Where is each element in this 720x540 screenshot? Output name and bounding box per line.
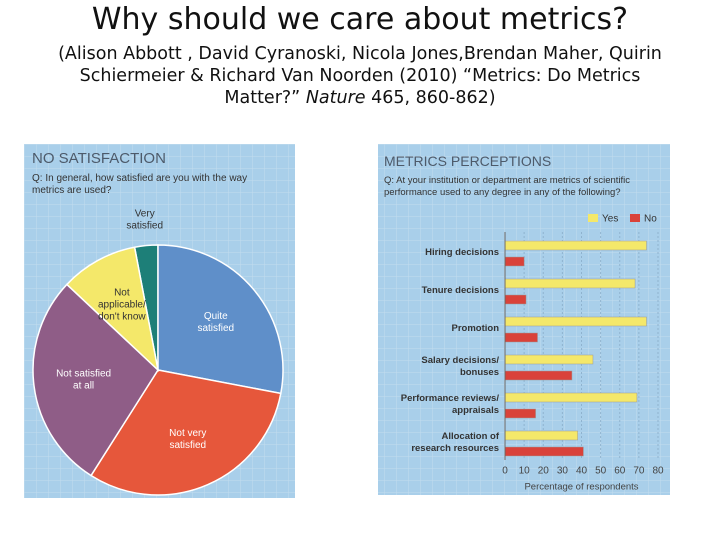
x-axis-label: Percentage of respondents [524,482,638,493]
bar [504,446,584,457]
question: Q: In general, how satisfied are you wit… [32,173,247,196]
y-tick-label: Promotion [452,323,500,334]
bar [504,430,578,441]
bar [504,294,527,305]
legend-label: Yes [602,214,618,225]
pie-slice [65,246,160,373]
citation: (Alison Abbott , David Cyranoski, Nicola… [40,43,680,109]
slice-label: Not applicable/don't know [98,287,146,322]
x-tick-label: 80 [652,466,664,477]
question: Q: At your institution or department are… [384,175,630,198]
slice-label: Not very satisfied [169,427,206,450]
bar [504,392,638,403]
bar [504,408,536,419]
x-tick-label: 40 [576,466,588,477]
bar [504,332,538,343]
pie-slice [32,283,159,477]
x-tick-label: 60 [614,466,626,477]
legend-swatch [630,214,640,222]
x-tick-label: 30 [557,466,569,477]
x-tick-label: 0 [502,466,508,477]
x-tick-label: 10 [519,466,531,477]
x-tick-label: 70 [633,466,645,477]
bar [504,240,647,251]
x-tick-label: 50 [595,466,607,477]
y-tick-label: Performance reviews/appraisals [401,393,500,416]
citation-text: (Alison Abbott , David Cyranoski, Nicola… [58,44,662,108]
y-tick-label: Hiring decisions [425,247,499,258]
bar [504,370,573,381]
journal: Nature [305,88,366,108]
bar [504,278,636,289]
bar [504,354,594,365]
chart-title: NO SATISFACTION [32,150,166,167]
slice-label: Very satisfied [126,208,163,231]
x-tick-label: 20 [538,466,550,477]
bar [504,256,525,267]
slice-label: Not satisfied at all [56,368,111,391]
header: Why should we care about metrics? (Aliso… [0,0,720,109]
pie-slice [157,244,284,395]
y-tick-label: Salary decisions/bonuses [421,355,499,378]
y-tick-label: Tenure decisions [422,285,499,296]
citation-text: 465, 860-862) [365,88,496,108]
slide-title: Why should we care about metrics? [91,2,629,37]
legend-swatch [588,214,598,222]
legend-label: No [644,214,657,225]
bar [504,316,647,327]
slice-label: Quite satisfied [197,311,234,334]
y-tick-label: Allocation of research resources [411,431,500,454]
chart-title: METRICS PERCEPTIONS [384,153,551,169]
